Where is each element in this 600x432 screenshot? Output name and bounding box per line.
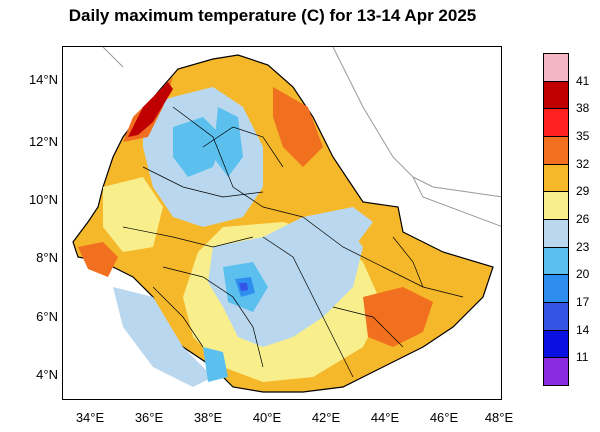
institute-logo [493,99,501,145]
x-tick-label: 42°E [311,410,341,425]
legend-swatch [543,163,569,193]
admin-boundaries [122,106,464,378]
region-coolest [239,283,248,291]
region-cool [113,287,213,387]
legend-swatch [543,246,569,276]
legend-label: 35 [576,129,590,143]
legend-swatch [543,329,569,359]
x-tick-label: 36°E [134,410,164,425]
legend-swatch [543,191,569,220]
legend-swatch [543,80,569,110]
legend-label: 23 [576,239,590,254]
region-cooler [203,347,228,382]
x-tick-label: 34°E [75,410,105,425]
x-tick-label: 46°E [429,410,459,425]
legend-label: 17 [576,295,590,309]
neighbor-border [332,47,501,227]
legend-swatch [543,219,569,248]
legend-label: 20 [576,267,590,282]
y-tick-label: 12°N [28,134,58,149]
region-cooler [213,107,243,177]
region-cool [208,217,363,347]
y-tick-label: 14°N [28,72,58,87]
legend-swatch [543,53,569,82]
y-tick-label: 6°N [36,309,58,324]
legend-swatch [543,302,569,331]
x-tick-label: 40°E [252,410,282,425]
y-tick-label: 4°N [36,367,58,382]
y-tick-label: 10°N [28,192,58,207]
legend-swatch [543,357,569,386]
legend-label: 11 [576,350,589,365]
x-tick-label: 44°E [370,410,400,425]
legend-swatch [543,136,569,165]
x-tick-label: 38°E [193,410,223,425]
legend-label: 41 [576,73,590,88]
legend-swatch [543,108,569,137]
region-hot [363,287,433,347]
legend-label: 14 [576,322,590,337]
legend-label: 32 [576,156,590,171]
legend-label: 26 [576,212,590,226]
color-legend [543,53,569,386]
neighbor-border [412,176,501,198]
temperature-map [72,47,501,393]
region-hottest [128,82,173,137]
region-hot [78,242,118,277]
legend-label: 29 [576,184,590,199]
x-tick-label: 48°E [484,410,514,425]
region-hot [273,87,323,167]
region-cooler [173,117,223,177]
neighbor-border [102,47,124,68]
legend-swatch [543,274,569,303]
map-title: Daily maximum temperature (C) for 13-14 … [68,6,477,25]
map-panel [62,46,502,400]
region-warm [103,177,163,252]
legend-label: 38 [576,101,590,116]
y-tick-label: 8°N [36,250,58,265]
region-cool [303,207,373,242]
